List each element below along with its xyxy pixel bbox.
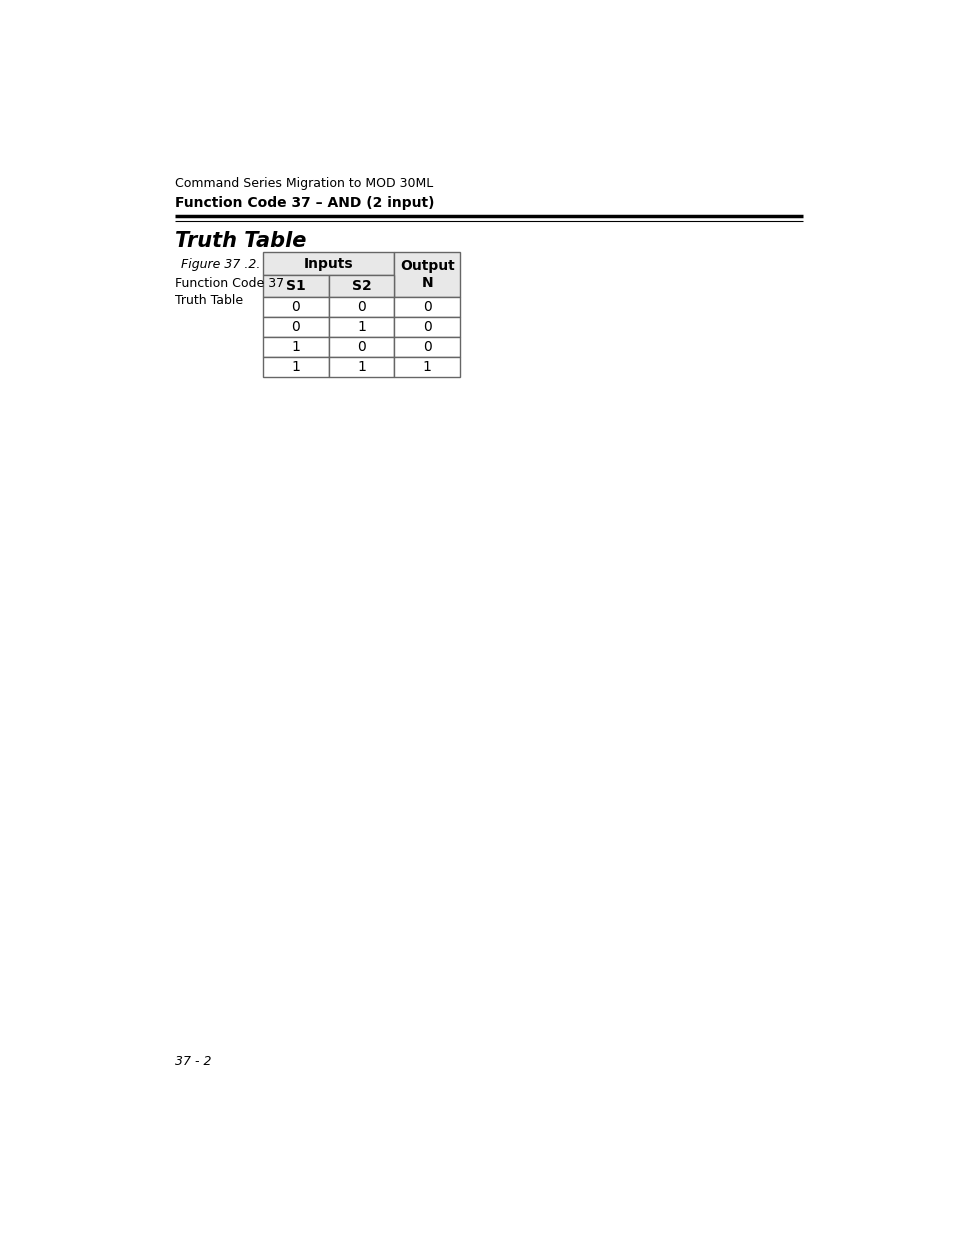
Bar xyxy=(394,252,459,296)
Bar xyxy=(262,252,394,275)
Bar xyxy=(328,357,394,377)
Text: Output
N: Output N xyxy=(399,259,455,290)
Text: 1: 1 xyxy=(356,359,366,374)
Text: S1: S1 xyxy=(285,279,305,293)
Text: 1: 1 xyxy=(422,359,432,374)
Text: Function Code 37: Function Code 37 xyxy=(174,277,284,290)
Bar xyxy=(262,296,328,317)
Text: 0: 0 xyxy=(291,320,299,333)
Text: Figure 37 .2.: Figure 37 .2. xyxy=(181,258,260,270)
Bar xyxy=(328,317,394,337)
Text: 1: 1 xyxy=(356,320,366,333)
Bar xyxy=(262,317,328,337)
Bar xyxy=(394,317,459,337)
Text: 0: 0 xyxy=(422,300,432,314)
Bar xyxy=(262,357,328,377)
Bar xyxy=(328,337,394,357)
Text: Truth Table: Truth Table xyxy=(174,294,243,306)
Text: S2: S2 xyxy=(352,279,371,293)
Bar xyxy=(328,275,394,296)
Bar xyxy=(394,296,459,317)
Bar xyxy=(328,296,394,317)
Text: 0: 0 xyxy=(356,300,365,314)
Text: 1: 1 xyxy=(291,340,299,354)
Text: 0: 0 xyxy=(422,340,432,354)
Text: 0: 0 xyxy=(356,340,365,354)
Text: 0: 0 xyxy=(291,300,299,314)
Bar xyxy=(394,357,459,377)
Bar xyxy=(262,337,328,357)
Bar xyxy=(262,275,328,296)
Text: Command Series Migration to MOD 30ML: Command Series Migration to MOD 30ML xyxy=(174,178,433,190)
Text: 37 - 2: 37 - 2 xyxy=(174,1056,212,1068)
Text: 0: 0 xyxy=(422,320,432,333)
Text: Function Code 37 – AND (2 input): Function Code 37 – AND (2 input) xyxy=(174,196,435,210)
Text: Inputs: Inputs xyxy=(303,257,353,270)
Bar xyxy=(394,337,459,357)
Text: Truth Table: Truth Table xyxy=(174,231,306,252)
Text: 1: 1 xyxy=(291,359,299,374)
